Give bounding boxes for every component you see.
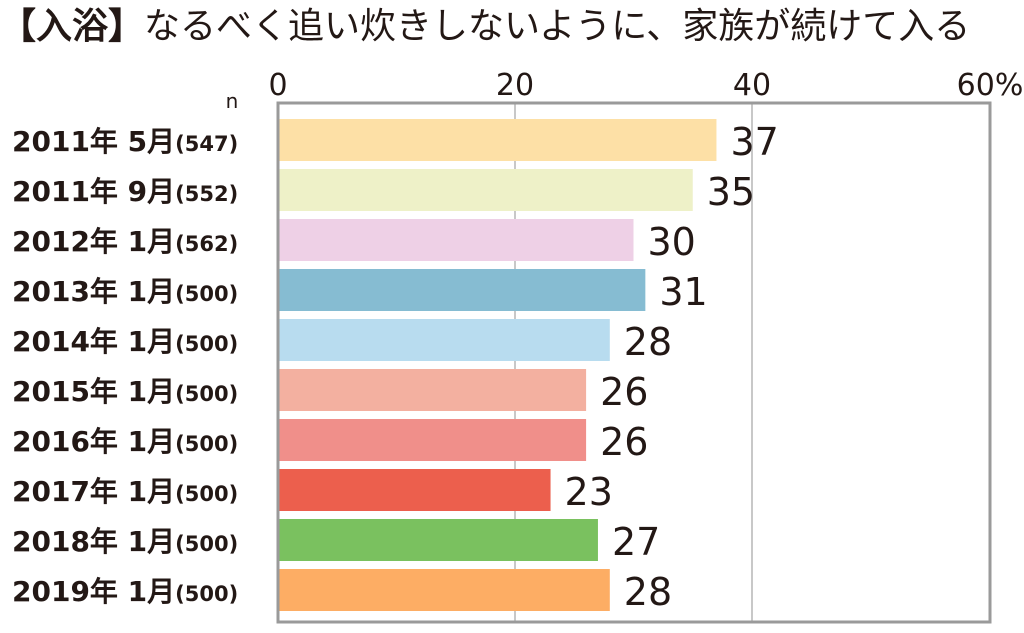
bar xyxy=(278,319,610,361)
category-label: 2019年 1月(500) xyxy=(12,575,238,608)
bar xyxy=(278,169,693,211)
value-label: 37 xyxy=(730,120,778,164)
chart-title: 【入浴】なるべく追い炊きしないように、家族が続けて入る xyxy=(0,2,970,52)
bar xyxy=(278,369,587,411)
bar xyxy=(278,569,610,611)
category-period: 2019年 1月 xyxy=(12,575,175,608)
category-n: (500) xyxy=(175,332,238,356)
category-period: 2016年 1月 xyxy=(12,425,175,458)
bar xyxy=(278,519,598,561)
category-n: (500) xyxy=(175,382,238,406)
category-n: (500) xyxy=(175,532,238,556)
value-label: 31 xyxy=(659,270,707,314)
chart-title-text: なるべく追い炊きしないように、家族が続けて入る xyxy=(144,6,971,47)
bar xyxy=(278,419,587,461)
value-label: 30 xyxy=(648,220,696,264)
value-label: 26 xyxy=(600,420,648,464)
category-label: 2012年 1月(562) xyxy=(12,225,238,258)
value-label: 28 xyxy=(624,320,672,364)
category-label: 2011年 9月(552) xyxy=(12,175,238,208)
category-label: 2015年 1月(500) xyxy=(12,375,238,408)
x-tick-label: 20 xyxy=(496,68,534,103)
category-labels: 2011年 5月(547)2011年 9月(552)2012年 1月(562)2… xyxy=(12,125,238,608)
category-period: 2011年 9月 xyxy=(12,175,175,208)
category-label: 2017年 1月(500) xyxy=(12,475,238,508)
value-label: 27 xyxy=(612,520,660,564)
category-label: 2011年 5月(547) xyxy=(12,125,238,158)
value-label: 35 xyxy=(707,170,755,214)
category-period: 2011年 5月 xyxy=(12,125,175,158)
chart-title-tag: 【入浴】 xyxy=(0,6,145,47)
category-period: 2012年 1月 xyxy=(12,225,175,258)
category-label: 2018年 1月(500) xyxy=(12,525,238,558)
category-period: 2013年 1月 xyxy=(12,275,175,308)
category-n: (547) xyxy=(175,132,238,156)
n-label: n xyxy=(226,89,239,113)
category-n: (500) xyxy=(175,582,238,606)
bar xyxy=(278,219,634,261)
bar xyxy=(278,469,551,511)
category-n: (562) xyxy=(175,232,238,256)
bars xyxy=(278,119,717,611)
category-n: (500) xyxy=(175,282,238,306)
category-period: 2017年 1月 xyxy=(12,475,175,508)
category-period: 2018年 1月 xyxy=(12,525,175,558)
category-label: 2014年 1月(500) xyxy=(12,325,238,358)
x-tick-label: 40 xyxy=(733,68,771,103)
category-period: 2015年 1月 xyxy=(12,375,175,408)
x-axis-ticks: 0 20 40 60% xyxy=(268,68,1023,103)
plot-frame xyxy=(276,101,992,624)
category-n: (552) xyxy=(175,182,238,206)
x-tick-label: 60% xyxy=(957,68,1024,103)
category-label: 2016年 1月(500) xyxy=(12,425,238,458)
category-n: (500) xyxy=(175,482,238,506)
x-tick-label: 0 xyxy=(268,68,287,103)
category-n: (500) xyxy=(175,432,238,456)
category-period: 2014年 1月 xyxy=(12,325,175,358)
bar xyxy=(278,269,646,311)
category-label: 2013年 1月(500) xyxy=(12,275,238,308)
bar xyxy=(278,119,717,161)
value-label: 23 xyxy=(565,470,613,514)
value-label: 28 xyxy=(624,570,672,614)
value-label: 26 xyxy=(600,370,648,414)
